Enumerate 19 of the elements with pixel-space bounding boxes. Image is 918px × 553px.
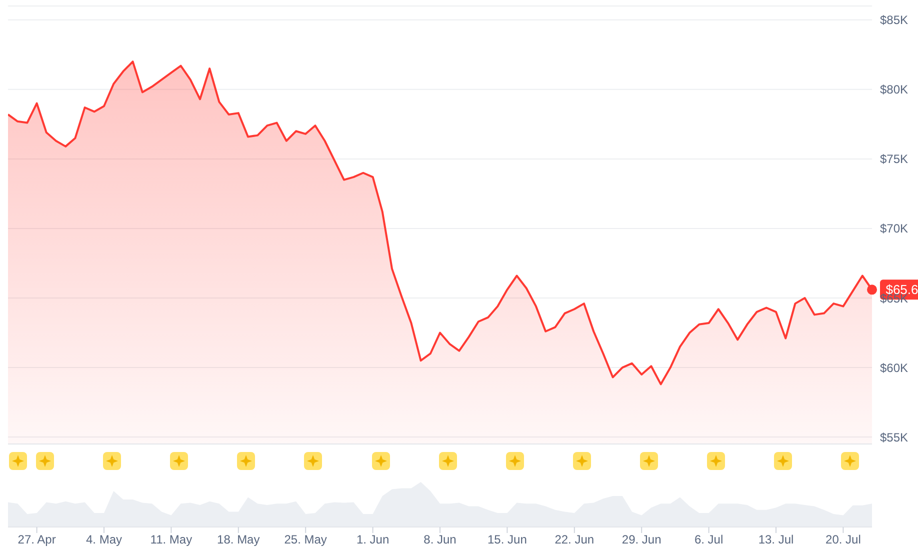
y-tick-label: $60K: [880, 360, 908, 375]
x-tick-label: 29. Jun: [622, 532, 662, 547]
y-tick-label: $55K: [880, 430, 908, 444]
x-tick-label: 18. May: [217, 532, 260, 547]
x-tick-label: 20. Jul: [826, 532, 861, 547]
x-tick-label: 13. Jul: [758, 532, 794, 547]
x-tick-label: 1. Jun: [356, 532, 390, 547]
y-tick-label: $85K: [880, 13, 908, 28]
y-tick-label: $75K: [880, 152, 908, 166]
x-tick-label: 8. Jun: [424, 532, 456, 547]
x-tick-label: 25. May: [284, 532, 327, 547]
y-tick-label: $80K: [880, 82, 908, 97]
x-tick-label: 11. May: [150, 532, 192, 547]
y-tick-label: $70K: [880, 222, 908, 236]
x-tick-label: 27. Apr: [18, 532, 56, 547]
x-tick-label: 22. Jun: [554, 532, 594, 547]
x-tick-label: 4. May: [86, 532, 122, 547]
x-tick-label: 15. Jun: [488, 532, 527, 547]
x-tick-label: 6. Jul: [694, 532, 724, 547]
